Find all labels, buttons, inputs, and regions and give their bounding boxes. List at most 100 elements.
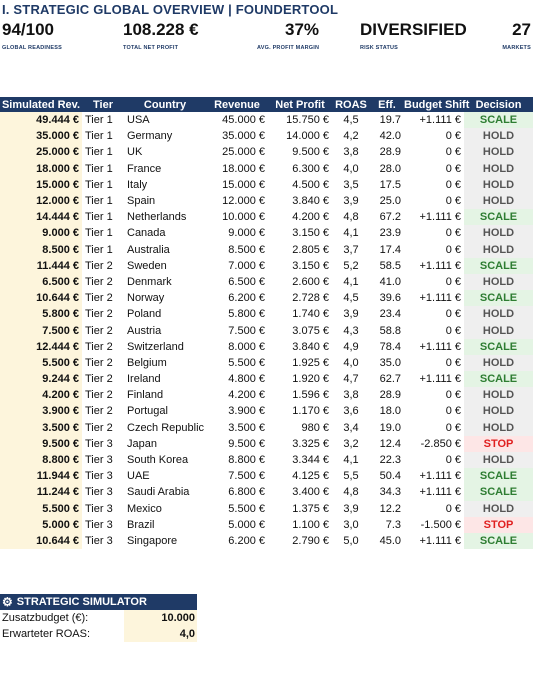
col-header-country[interactable]: Country [124, 97, 206, 112]
cell-country: Singapore [127, 534, 178, 547]
cell-net-profit: 3.150 € [292, 227, 329, 240]
cell-tier: Tier 2 [85, 308, 113, 321]
cell-country: Finland [127, 389, 164, 402]
table-row[interactable]: 18.000 € Tier 1 France 18.000 €6.300 €4,0 28… [0, 160, 533, 177]
decision-badge: HOLD [464, 176, 533, 193]
col-header-simulated-rev[interactable]: Simulated Rev. [0, 97, 82, 112]
cell-budget-shift: 0 € [445, 146, 461, 159]
col-header-net-profit[interactable]: Net Profit [268, 97, 332, 112]
strategic-simulator-panel: ⚙ STRATEGIC SIMULATOR Zusatzbudget (€): … [0, 594, 197, 642]
cell-tier: Tier 1 [85, 130, 113, 143]
table-row[interactable]: 11.444 € Tier 2 Sweden 7.000 € 3.150 € 5,2 58.… [0, 257, 533, 274]
table-row[interactable]: 5.500 € Tier 2 Belgium 5.500 €1.925 €4,0 35.… [0, 354, 533, 371]
cell-revenue: 5.800 € [228, 308, 265, 321]
table-row[interactable]: 6.500 € Tier 2 Denmark 6.500 €2.600 €4,1 41.… [0, 273, 533, 291]
cell-country: Netherlands [127, 211, 187, 224]
decision-badge: SCALE [464, 484, 533, 501]
cell-roas: 4,5 [343, 292, 359, 305]
table-row[interactable]: 3.900 € Tier 2 Portugal 3.900 €1.170 €3,6 18… [0, 403, 533, 420]
roas-input[interactable]: 4,0 [124, 626, 197, 642]
table-row[interactable]: 11.944 € Tier 3 UAE 7.500 € 4.125 € 5,5 50.4 +1… [0, 468, 533, 485]
cell-tier: Tier 2 [85, 324, 113, 337]
col-header-decision[interactable]: Decision [464, 97, 533, 112]
decision-badge: HOLD [464, 192, 533, 210]
cell-simulated-rev: 49.444 € [0, 112, 82, 129]
table-row[interactable]: 10.644 € Tier 3 Singapore 6.200 € 2.790 € 5,0… [0, 532, 533, 550]
cell-country: Belgium [127, 356, 167, 369]
cell-eff: 34.3 [379, 486, 401, 499]
cell-simulated-rev: 11.944 € [0, 468, 82, 485]
cell-budget-shift: +1.111 € [419, 373, 462, 386]
decision-badge: STOP [464, 435, 533, 452]
cell-roas: 3,7 [343, 243, 359, 256]
table-row[interactable]: 8.800 € Tier 3 South Korea 8.800 €3.344 €4,… [0, 451, 533, 469]
cell-budget-shift: 0 € [445, 502, 461, 515]
col-header-tier[interactable]: Tier [82, 97, 124, 112]
budget-input[interactable]: 10.000 [124, 610, 197, 626]
table-row[interactable]: 49.444 € Tier 1 USA 45.000 € 15.750 € 4,5 19.7… [0, 112, 533, 129]
table-row[interactable]: 11.244 € Tier 3 Saudi Arabia 6.800 € 3.400 €… [0, 484, 533, 501]
decision-badge: SCALE [464, 338, 533, 355]
table-row[interactable]: 9.244 € Tier 2 Ireland 4.800 € 1.920 € 4,7 62.… [0, 371, 533, 388]
cell-roas: 5,2 [343, 259, 359, 272]
table-row[interactable]: 8.500 € Tier 1 Australia 8.500 €2.805 €3,7 1… [0, 241, 533, 258]
cell-revenue: 9.500 € [228, 437, 265, 450]
table-row[interactable]: 9.000 € Tier 1 Canada 9.000 €3.150 €4,1 23.9… [0, 225, 533, 242]
cell-revenue: 18.000 € [222, 162, 265, 175]
table-row[interactable]: 5.000 € Tier 3 Brazil 5.000 €1.100 €3,0 7.3-… [0, 516, 533, 533]
table-row[interactable]: 4.200 € Tier 2 Finland 4.200 €1.596 €3,8 28.… [0, 387, 533, 404]
decision-badge: HOLD [464, 128, 533, 145]
table-row[interactable]: 9.500 € Tier 3 Japan 9.500 €3.325 €3,2 12.4-… [0, 435, 533, 452]
cell-tier: Tier 2 [85, 275, 113, 288]
cell-roas: 4,2 [343, 130, 359, 143]
cell-roas: 3,8 [343, 389, 359, 402]
table-row[interactable]: 12.444 € Tier 2 Switzerland 8.000 € 3.840 € 4… [0, 338, 533, 355]
cell-tier: Tier 2 [85, 356, 113, 369]
table-row[interactable]: 5.500 € Tier 3 Mexico 5.500 €1.375 €3,9 12.2… [0, 500, 533, 517]
table-row[interactable]: 7.500 € Tier 2 Austria 7.500 €3.075 €4,3 58.… [0, 322, 533, 339]
col-header-roas[interactable]: ROAS [332, 97, 370, 112]
table-row[interactable]: 25.000 € Tier 1 UK 25.000 €9.500 €3,8 28.9 0 … [0, 144, 533, 161]
table-row[interactable]: 14.444 € Tier 1 Netherlands 10.000 € 4.200 €… [0, 209, 533, 226]
cell-revenue: 7.500 € [228, 470, 265, 483]
cell-net-profit: 3.150 € [292, 259, 329, 272]
cell-roas: 4,3 [343, 324, 359, 337]
cell-roas: 4,0 [343, 162, 359, 175]
cell-country: UK [127, 146, 143, 159]
cell-country: Germany [127, 130, 173, 143]
col-header-revenue[interactable]: Revenue [206, 97, 268, 112]
cell-simulated-rev: 15.000 € [0, 176, 82, 193]
table-row[interactable]: 10.644 € Tier 2 Norway 6.200 € 2.728 € 4,5 39.… [0, 290, 533, 307]
cell-eff: 28.9 [379, 146, 401, 159]
col-header-eff[interactable]: Eff. [370, 97, 404, 112]
cell-country: Poland [127, 308, 162, 321]
kpi-total-net-profit-value: 108.228 € [123, 20, 199, 39]
decision-badge: STOP [464, 516, 533, 533]
kpi-global-readiness-value: 94/100 [2, 20, 54, 39]
cell-net-profit: 3.400 € [292, 486, 329, 499]
cell-budget-shift: 0 € [445, 356, 461, 369]
table-row[interactable]: 12.000 € Tier 1 Spain 12.000 €3.840 €3,9 25.… [0, 192, 533, 210]
cell-revenue: 9.000 € [228, 227, 265, 240]
cell-revenue: 6.200 € [228, 292, 265, 305]
cell-tier: Tier 1 [85, 114, 113, 127]
table-row[interactable]: 35.000 € Tier 1 Germany 35.000 €14.000 €4,2… [0, 128, 533, 145]
cell-roas: 4,1 [343, 275, 359, 288]
cell-country: South Korea [127, 454, 189, 467]
cell-simulated-rev: 18.000 € [0, 160, 82, 177]
cell-simulated-rev: 8.800 € [0, 451, 82, 469]
kpi-risk-status-value: DIVERSIFIED [360, 20, 467, 39]
cell-country: Mexico [127, 502, 162, 515]
cell-revenue: 8.500 € [228, 243, 265, 256]
cell-budget-shift: 0 € [445, 227, 461, 240]
cell-roas: 3,5 [343, 178, 359, 191]
cell-tier: Tier 1 [85, 211, 113, 224]
cell-simulated-rev: 11.444 € [0, 257, 82, 274]
col-header-budget-shift[interactable]: Budget Shift [404, 97, 470, 112]
cell-budget-shift: -2.850 € [420, 437, 461, 450]
cell-net-profit: 2.790 € [292, 534, 329, 547]
table-row[interactable]: 15.000 € Tier 1 Italy 15.000 €4.500 €3,5 17.… [0, 176, 533, 193]
markets-table: Simulated Rev. Tier Country Revenue Net … [0, 97, 533, 550]
table-row[interactable]: 5.800 € Tier 2 Poland 5.800 €1.740 €3,9 23.4… [0, 306, 533, 323]
table-row[interactable]: 3.500 € Tier 2 Czech Republic 3.500 €980 €3… [0, 419, 533, 436]
